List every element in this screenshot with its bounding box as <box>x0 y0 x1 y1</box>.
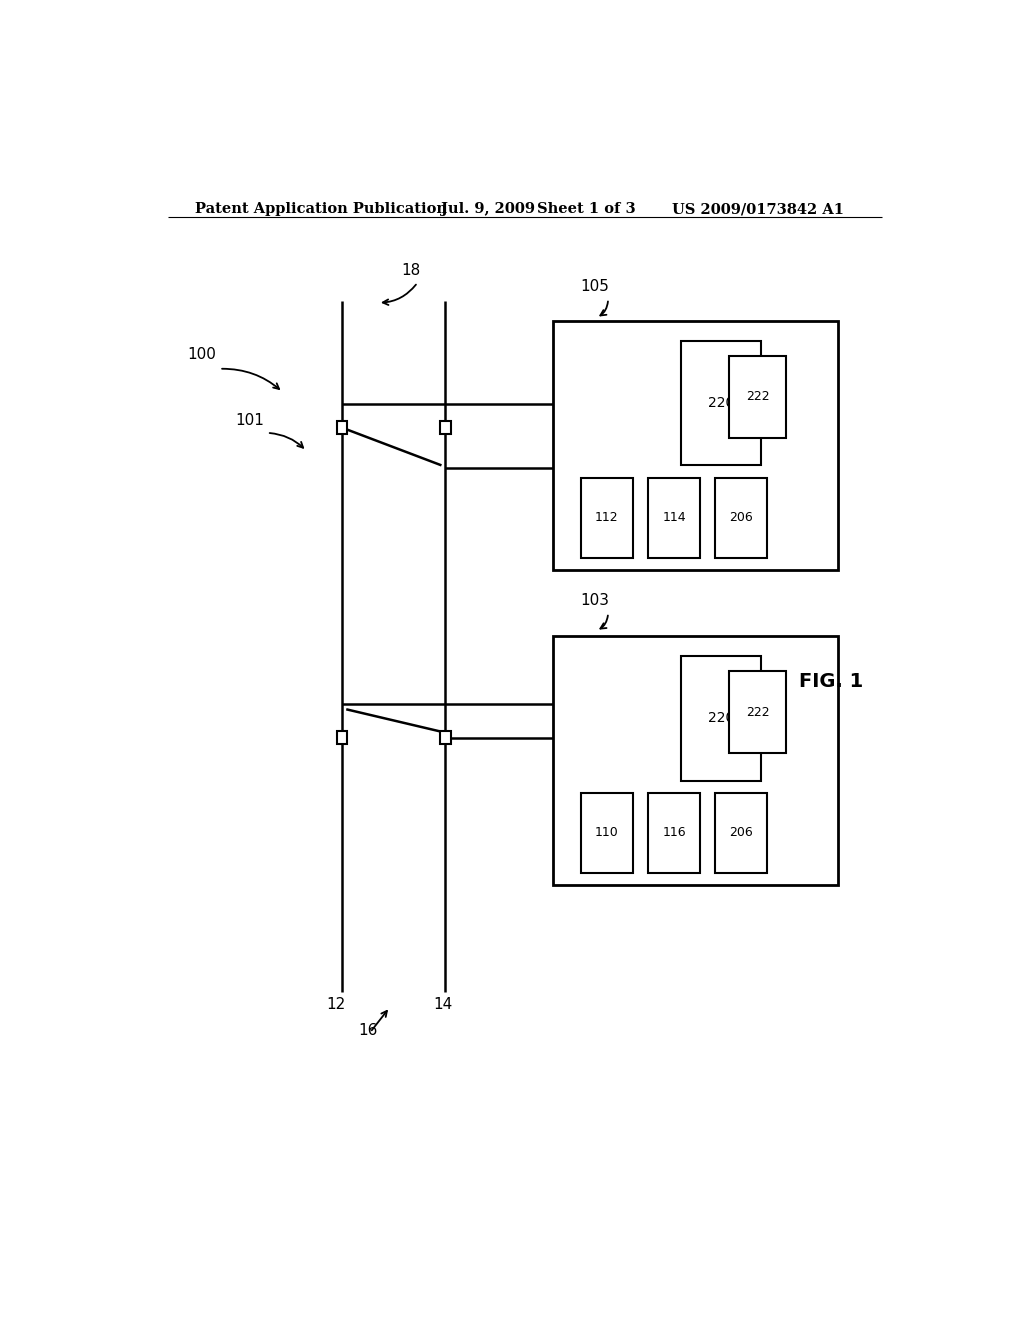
Text: Sheet 1 of 3: Sheet 1 of 3 <box>537 202 635 216</box>
Bar <box>553 636 839 886</box>
Bar <box>337 421 347 434</box>
Text: 222: 222 <box>745 706 769 718</box>
Text: 12: 12 <box>327 997 346 1012</box>
Bar <box>681 656 761 780</box>
Text: Jul. 9, 2009: Jul. 9, 2009 <box>441 202 536 216</box>
Text: 116: 116 <box>663 826 686 840</box>
Text: 14: 14 <box>433 997 453 1012</box>
Bar <box>716 793 767 873</box>
Bar <box>553 321 839 570</box>
Bar <box>681 341 761 466</box>
Text: Patent Application Publication: Patent Application Publication <box>196 202 447 216</box>
Text: 220: 220 <box>708 396 734 411</box>
Text: 16: 16 <box>358 1023 378 1038</box>
Text: 114: 114 <box>663 511 686 524</box>
Text: 206: 206 <box>729 826 753 840</box>
Bar <box>716 478 767 557</box>
Text: 222: 222 <box>745 391 769 404</box>
Bar <box>582 793 633 873</box>
Text: FIG. 1: FIG. 1 <box>799 672 863 692</box>
Text: 220: 220 <box>708 711 734 725</box>
Text: 103: 103 <box>581 593 609 607</box>
Bar <box>729 356 786 438</box>
Bar <box>582 478 633 557</box>
Text: 105: 105 <box>581 279 609 293</box>
Bar <box>440 731 451 744</box>
Text: 101: 101 <box>236 413 264 428</box>
Text: 110: 110 <box>595 826 618 840</box>
Text: US 2009/0173842 A1: US 2009/0173842 A1 <box>672 202 844 216</box>
Text: 206: 206 <box>729 511 753 524</box>
Bar <box>440 421 451 434</box>
Bar <box>648 793 699 873</box>
Text: 100: 100 <box>187 347 216 362</box>
Bar <box>648 478 699 557</box>
Bar <box>729 671 786 754</box>
Text: 112: 112 <box>595 511 618 524</box>
Bar <box>337 731 347 744</box>
Text: 18: 18 <box>401 263 421 279</box>
